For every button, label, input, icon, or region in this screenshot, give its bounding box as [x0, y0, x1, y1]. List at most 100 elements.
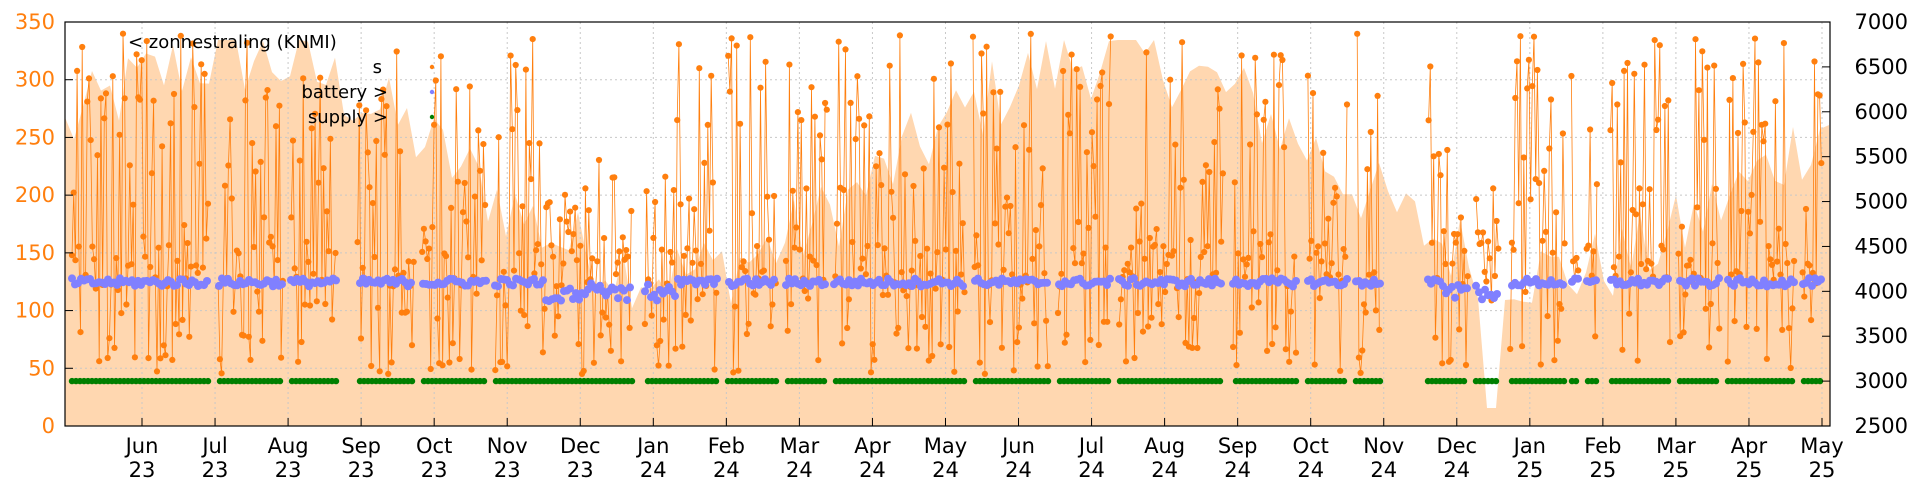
- series-orange-point: [476, 167, 484, 174]
- x-tick-year-label: 25: [1663, 458, 1690, 480]
- series-orange-point: [495, 134, 502, 141]
- battery-point: [113, 280, 121, 289]
- series-orange-point: [405, 258, 412, 265]
- series-orange-point: [357, 335, 365, 342]
- series-orange-point: [1075, 218, 1082, 226]
- series-orange-point: [1082, 359, 1089, 366]
- series-orange-point: [803, 185, 810, 192]
- series-orange-point: [1615, 253, 1623, 260]
- series-orange-point: [580, 367, 587, 375]
- series-orange-point: [162, 352, 169, 359]
- series-orange-point: [1746, 230, 1753, 237]
- battery-point: [1124, 281, 1132, 290]
- series-orange-point: [1738, 207, 1745, 215]
- series-orange-point: [181, 222, 188, 229]
- series-orange-point: [1714, 259, 1721, 267]
- series-orange-point: [1454, 231, 1461, 238]
- series-orange-point: [670, 187, 677, 194]
- series-orange-point: [422, 238, 429, 245]
- battery-point: [557, 296, 565, 305]
- series-orange-point: [1444, 146, 1451, 154]
- battery-point: [1730, 281, 1738, 290]
- series-orange-point: [910, 182, 917, 190]
- series-orange-point: [934, 249, 941, 256]
- series-orange-point: [315, 179, 322, 186]
- series-orange-point: [106, 335, 113, 342]
- series-orange-point: [786, 61, 793, 68]
- series-orange-point: [696, 65, 703, 72]
- series-orange-point: [1740, 60, 1747, 67]
- series-orange-point: [225, 162, 232, 169]
- series-orange-point: [373, 137, 380, 145]
- series-orange-point: [1430, 153, 1437, 160]
- series-orange-point: [1362, 309, 1369, 316]
- series-orange-point: [310, 270, 317, 277]
- series-orange-point: [153, 368, 161, 375]
- series-orange-point: [1782, 240, 1789, 248]
- series-orange-point: [191, 104, 198, 111]
- series-orange-point: [1158, 321, 1165, 328]
- series-orange-point: [227, 116, 234, 123]
- series-orange-point: [1014, 339, 1021, 346]
- series-orange-point: [1510, 246, 1517, 253]
- series-orange-point: [1537, 361, 1544, 368]
- series-orange-point: [952, 247, 960, 254]
- series-orange-point: [983, 43, 990, 50]
- series-orange-point: [616, 248, 623, 255]
- series-orange-point: [1366, 271, 1373, 278]
- series-orange-point: [1275, 82, 1283, 89]
- series-orange-point: [658, 246, 666, 253]
- series-orange-point: [102, 90, 110, 97]
- series-orange-point: [956, 160, 963, 167]
- series-orange-point: [708, 72, 715, 79]
- series-orange-point: [1364, 166, 1371, 173]
- series-orange-point: [1133, 205, 1140, 212]
- series-orange-point: [856, 115, 863, 122]
- series-orange-point: [1367, 128, 1374, 136]
- series-orange-point: [123, 301, 130, 308]
- series-orange-point: [701, 159, 708, 166]
- x-tick-year-label: 24: [1005, 458, 1032, 480]
- x-tick-year-label: 24: [640, 458, 667, 480]
- series-orange-point: [961, 289, 968, 296]
- series-orange-point: [1653, 126, 1660, 134]
- series-orange-point: [993, 145, 1000, 152]
- series-orange-point: [1530, 33, 1538, 40]
- series-orange-point: [1687, 256, 1694, 263]
- x-tick-year-label: 24: [1370, 458, 1397, 480]
- series-orange-point: [1214, 86, 1221, 93]
- series-orange-point: [432, 77, 439, 84]
- series-orange-point: [89, 243, 96, 250]
- legend-marker-battery: [429, 89, 435, 95]
- series-orange-point: [811, 113, 819, 120]
- series-orange-point: [1199, 178, 1206, 185]
- series-orange-point: [128, 261, 135, 268]
- battery-point: [1463, 284, 1471, 293]
- series-orange-point: [1638, 260, 1645, 268]
- series-orange-point: [1170, 248, 1177, 255]
- series-orange-point: [1456, 326, 1463, 333]
- series-orange-point: [913, 345, 921, 352]
- series-orange-point: [573, 257, 581, 264]
- series-orange-point: [250, 243, 257, 251]
- series-orange-point: [252, 168, 259, 175]
- series-orange-point: [788, 301, 795, 308]
- series-orange-point: [1546, 145, 1553, 152]
- series-orange-point: [653, 342, 660, 349]
- series-orange-point: [363, 107, 370, 114]
- series-orange-point: [264, 87, 271, 94]
- series-orange-point: [731, 303, 739, 310]
- series-orange-point: [1729, 75, 1736, 82]
- series-orange-point: [79, 43, 86, 51]
- series-orange-point: [1007, 202, 1014, 210]
- series-orange-point: [805, 295, 812, 302]
- series-orange-point: [844, 324, 851, 332]
- series-orange-point: [641, 320, 649, 328]
- series-orange-point: [1743, 323, 1750, 330]
- series-orange-point: [1318, 258, 1325, 265]
- battery-point: [713, 274, 721, 283]
- series-orange-point: [949, 189, 956, 196]
- series-orange-point: [1816, 92, 1823, 99]
- series-orange-point: [91, 256, 98, 263]
- series-orange-point: [748, 210, 756, 217]
